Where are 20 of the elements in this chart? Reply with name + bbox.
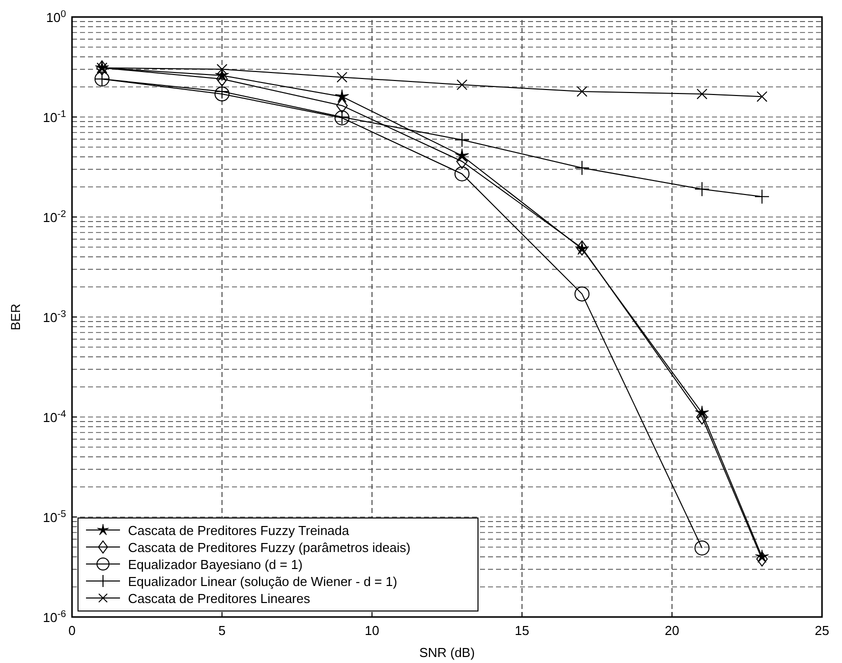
- y-tick-label: 10$^{-3}$: [42, 308, 66, 325]
- y-tick-label: 10$^{-1}$: [42, 108, 66, 125]
- y-tick-label: 10$^{-4}$: [42, 408, 67, 425]
- x-tick-label: 25: [814, 623, 830, 638]
- legend-label: Cascata de Preditores Fuzzy Treinada: [128, 523, 350, 538]
- x-tick-label: 15: [514, 623, 530, 638]
- x-tick-label: 5: [218, 623, 226, 638]
- x-tick-label: 20: [664, 623, 680, 638]
- y-tick-label: 10$^{-6}$: [42, 608, 66, 625]
- x-axis-title: SNR (dB): [419, 645, 475, 660]
- y-tick-label: 10$^{0}$: [46, 8, 67, 25]
- x-tick-label: 0: [68, 623, 76, 638]
- y-tick-label: 10$^{-2}$: [42, 208, 66, 225]
- legend-label: Equalizador Bayesiano (d = 1): [128, 557, 303, 572]
- x-tick-label: 10: [364, 623, 380, 638]
- legend-label: Cascata de Preditores Fuzzy (parâmetros ideais): [128, 540, 411, 555]
- y-axis-title: BER: [8, 304, 23, 330]
- legend-label: Cascata de Preditores Lineares: [128, 591, 311, 606]
- y-tick-label: 10$^{-5}$: [42, 508, 67, 525]
- legend-label: Equalizador Linear (solução de Wiener - d = 1): [128, 574, 398, 589]
